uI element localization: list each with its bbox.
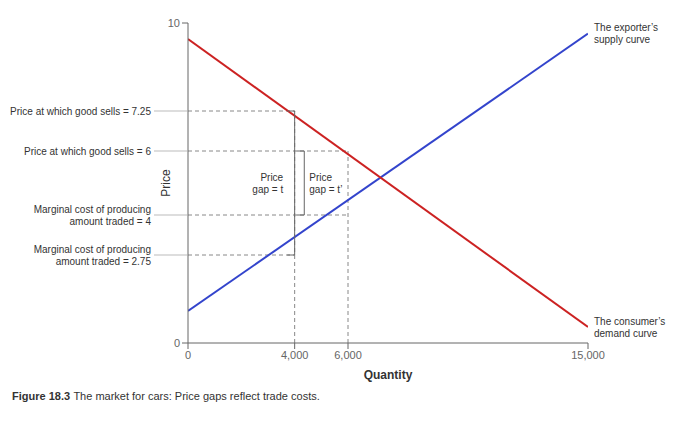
svg-text:6,000: 6,000: [334, 349, 362, 361]
svg-text:Price at which good sells = 7.: Price at which good sells = 7.25: [10, 106, 151, 117]
svg-text:4,000: 4,000: [281, 349, 309, 361]
svg-text:Pricegap = t’: Pricegap = t’: [309, 172, 342, 195]
svg-text:10: 10: [168, 17, 180, 29]
svg-text:The exporter’ssupply curve: The exporter’ssupply curve: [594, 22, 658, 45]
svg-text:Price: Price: [159, 169, 173, 197]
svg-text:0: 0: [185, 349, 191, 361]
svg-text:Marginal cost of producingamou: Marginal cost of producingamount traded …: [34, 204, 152, 227]
svg-text:The consumer’sdemand curve: The consumer’sdemand curve: [594, 316, 665, 339]
svg-text:Quantity: Quantity: [364, 368, 413, 382]
svg-text:Pricegap = t: Pricegap = t: [252, 172, 283, 195]
svg-text:15,000: 15,000: [571, 349, 605, 361]
svg-text:Price at which good sells = 6: Price at which good sells = 6: [24, 146, 151, 157]
html-text:Figure 18.3 The market for car: Figure 18.3 The market for cars: Price g…: [12, 390, 320, 402]
svg-text:Marginal cost of producingamou: Marginal cost of producingamount traded …: [34, 244, 152, 267]
svg-text:0: 0: [174, 337, 180, 349]
